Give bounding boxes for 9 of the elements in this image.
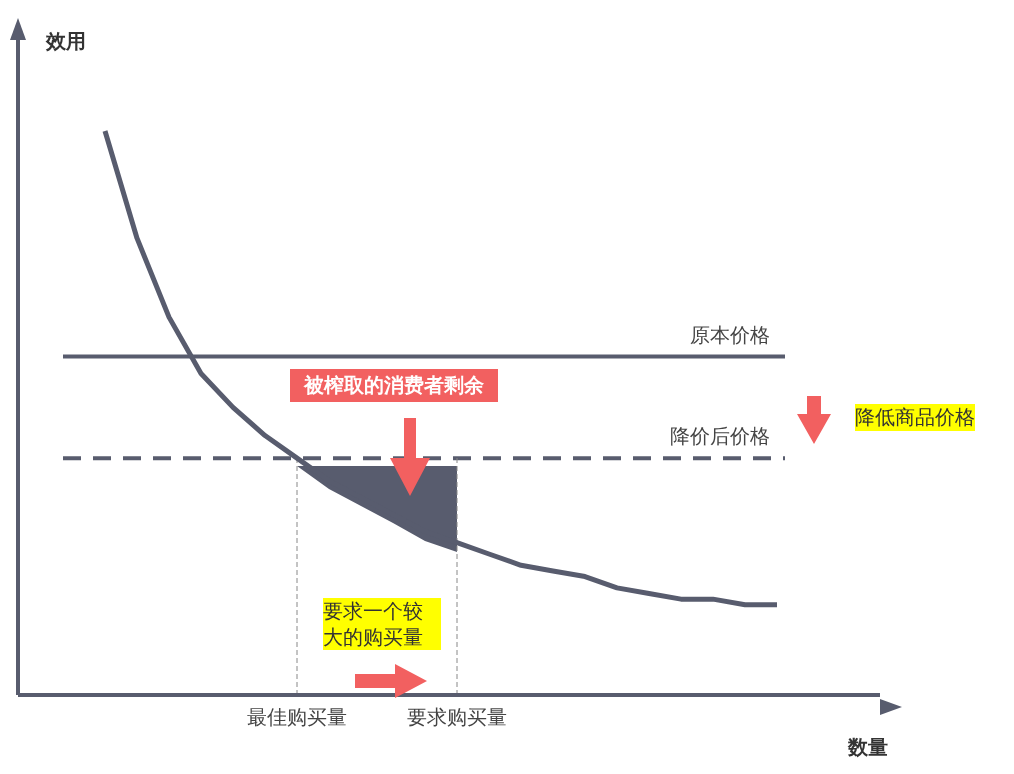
ref-line-label: 原本价格 [690, 322, 770, 347]
y-axis-title: 效用 [46, 28, 86, 55]
text: 降低商品价格 [855, 404, 975, 431]
annotation: 被榨取的消费者剩余 [290, 369, 498, 402]
x-tick-label: 最佳购买量 [247, 705, 347, 730]
x-tick-label: 要求购买量 [407, 705, 507, 730]
annotation: 要求一个较大的购买量 [323, 598, 441, 650]
ref-line-label: 降价后价格 [670, 424, 770, 449]
x-axis-title: 数量 [848, 734, 888, 761]
